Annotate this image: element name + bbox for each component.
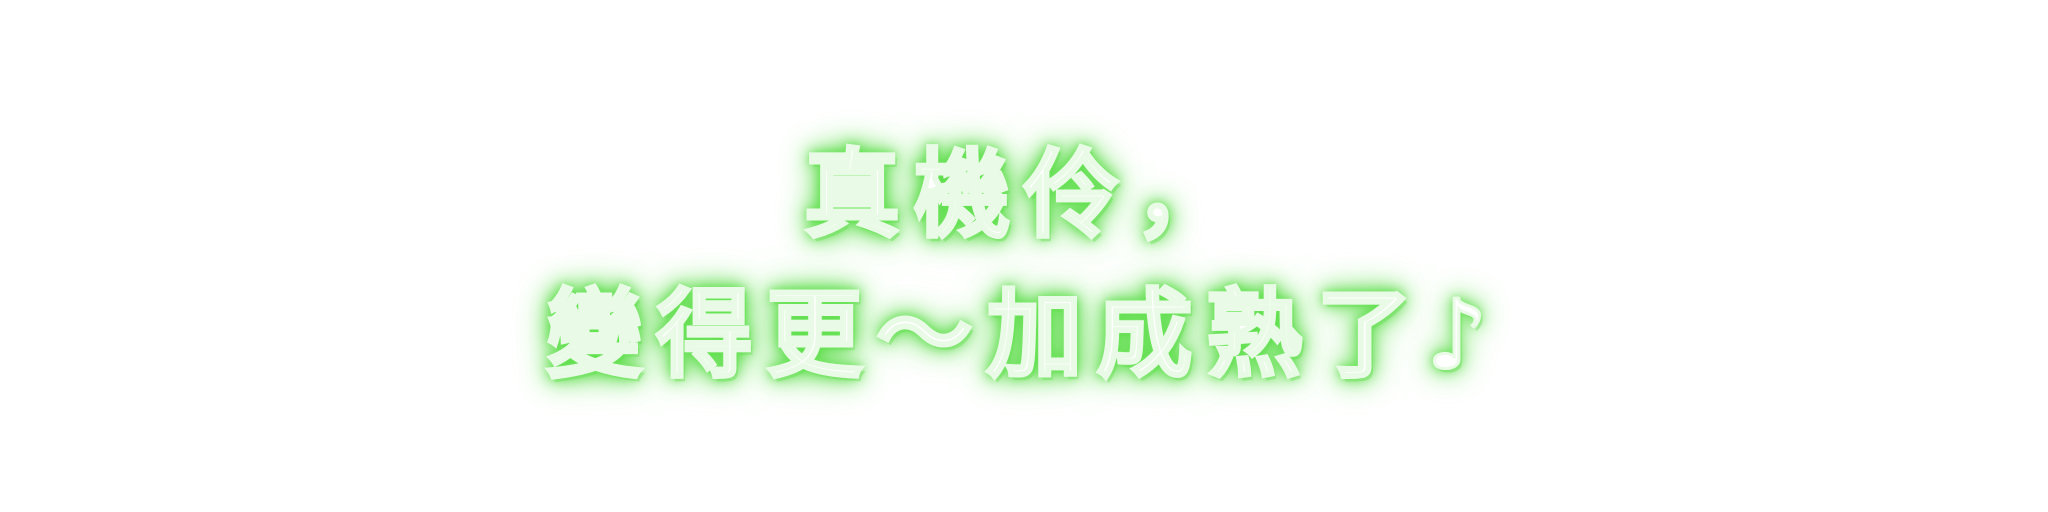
caption-line-2: 變得更～加成熟了♪ [545, 279, 1502, 392]
caption-line-1: 真機伶， [803, 139, 1244, 252]
